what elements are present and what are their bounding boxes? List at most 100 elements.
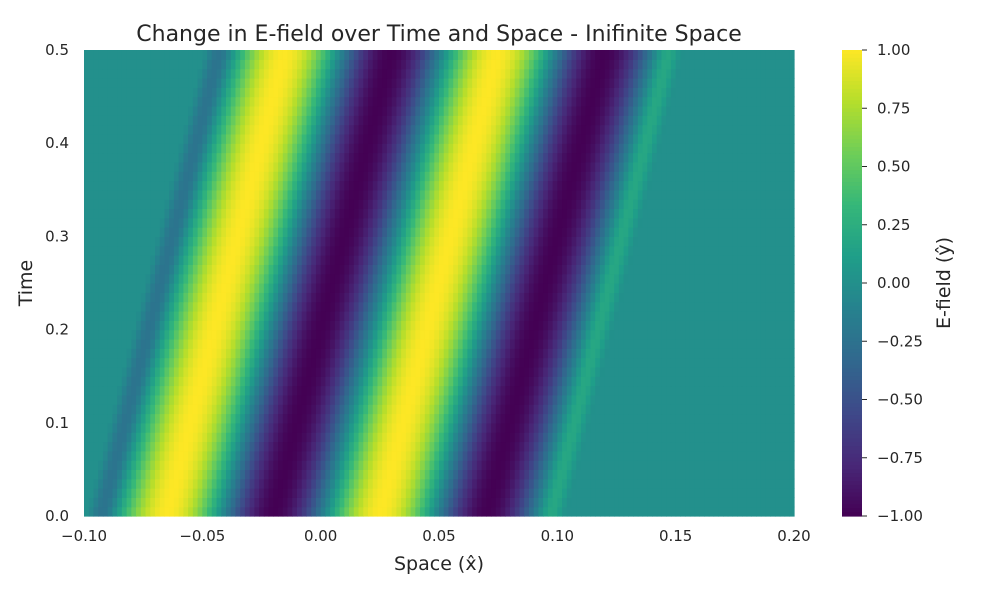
heatmap-cell <box>254 506 260 517</box>
heatmap-cell <box>93 245 99 256</box>
heatmap-cell <box>202 273 208 284</box>
heatmap-cell <box>254 357 260 368</box>
heatmap-cell <box>126 385 132 396</box>
heatmap-cell <box>528 217 535 228</box>
heatmap-cell <box>377 255 383 265</box>
heatmap-cell <box>741 394 748 405</box>
heatmap-cell <box>306 329 312 340</box>
heatmap-cell <box>723 227 729 237</box>
heatmap-cell <box>98 432 104 443</box>
heatmap-cell <box>363 310 369 321</box>
heatmap-cell <box>434 273 440 284</box>
heatmap-cell <box>150 357 156 368</box>
heatmap-cell <box>708 273 715 284</box>
heatmap-cell <box>107 310 113 321</box>
heatmap-cell <box>637 506 644 517</box>
heatmap-cell <box>240 199 246 210</box>
heatmap-cell <box>434 348 440 359</box>
heatmap-cell <box>443 366 450 377</box>
heatmap-cell <box>746 460 752 470</box>
heatmap-cell <box>727 413 734 424</box>
heatmap-cell <box>240 469 246 480</box>
heatmap-cell <box>386 227 393 237</box>
heatmap-cell <box>84 255 90 265</box>
heatmap-cell <box>278 497 284 508</box>
heatmap-cell <box>216 329 222 340</box>
heatmap-cell <box>732 506 738 517</box>
heatmap-cell <box>244 488 251 498</box>
heatmap-cell <box>562 273 568 284</box>
heatmap-cell <box>528 264 535 275</box>
heatmap-cell <box>401 255 407 265</box>
heatmap-cell <box>150 413 156 424</box>
heatmap-cell <box>221 329 227 340</box>
heatmap-cell <box>604 273 610 284</box>
heatmap-cell <box>84 432 90 443</box>
heatmap-cell <box>486 227 492 237</box>
heatmap-cell <box>505 338 511 349</box>
heatmap-cell <box>183 236 189 247</box>
heatmap-cell <box>396 450 402 461</box>
heatmap-cell <box>259 376 265 387</box>
heatmap-cell <box>789 376 795 387</box>
heatmap-cell <box>415 292 421 303</box>
heatmap-cell <box>585 236 592 247</box>
heatmap-cell <box>609 488 615 498</box>
heatmap-cell <box>609 208 615 219</box>
heatmap-cell <box>457 310 464 321</box>
heatmap-cell <box>737 488 743 498</box>
heatmap-cell <box>320 478 326 489</box>
heatmap-cell <box>121 292 128 303</box>
heatmap-cell <box>415 376 421 387</box>
heatmap-cell <box>254 236 260 247</box>
heatmap-cell <box>382 478 388 489</box>
heatmap-cell <box>363 227 369 237</box>
heatmap-cell <box>315 310 322 321</box>
heatmap-cell <box>732 413 738 424</box>
heatmap-cell <box>131 199 137 210</box>
heatmap-cell <box>566 329 573 340</box>
heatmap-cell <box>557 255 563 265</box>
heatmap-cell <box>675 227 681 237</box>
heatmap-cell <box>652 208 658 219</box>
heatmap-cell <box>765 478 771 489</box>
heatmap-cell <box>292 227 298 237</box>
heatmap-cell <box>708 348 715 359</box>
heatmap-cell <box>661 376 667 387</box>
heatmap-cell <box>320 301 326 312</box>
heatmap-cell <box>136 320 142 331</box>
heatmap-cell <box>155 255 161 265</box>
heatmap-cell <box>240 460 246 470</box>
heatmap-cell <box>372 497 379 508</box>
heatmap-cell <box>226 404 232 415</box>
heatmap-cell <box>320 208 326 219</box>
heatmap-cell <box>623 255 629 265</box>
heatmap-cell <box>566 488 573 498</box>
heatmap-cell <box>647 394 653 405</box>
heatmap-cell <box>495 394 502 405</box>
heatmap-cell <box>486 478 492 489</box>
heatmap-cell <box>514 301 521 312</box>
heatmap-cell <box>656 450 663 461</box>
heatmap-cell <box>628 497 634 508</box>
heatmap-cell <box>263 273 270 284</box>
heatmap-cell <box>448 227 454 237</box>
heatmap-cell <box>150 469 156 480</box>
heatmap-cell <box>751 292 757 303</box>
heatmap-cell <box>708 432 715 443</box>
heatmap-cell <box>510 255 516 265</box>
heatmap-cell <box>131 441 137 452</box>
heatmap-cell <box>420 245 426 256</box>
heatmap-cell <box>756 413 762 424</box>
heatmap-cell <box>557 432 563 443</box>
heatmap-cell <box>779 376 786 387</box>
heatmap-cell <box>230 236 237 247</box>
heatmap-cell <box>306 357 312 368</box>
heatmap-cell <box>192 283 199 293</box>
heatmap-cell <box>188 478 194 489</box>
heatmap-cell <box>211 394 218 405</box>
heatmap-cell <box>368 245 374 256</box>
heatmap-cell <box>273 273 279 284</box>
heatmap-cell <box>391 217 397 228</box>
heatmap-cell <box>689 376 696 387</box>
